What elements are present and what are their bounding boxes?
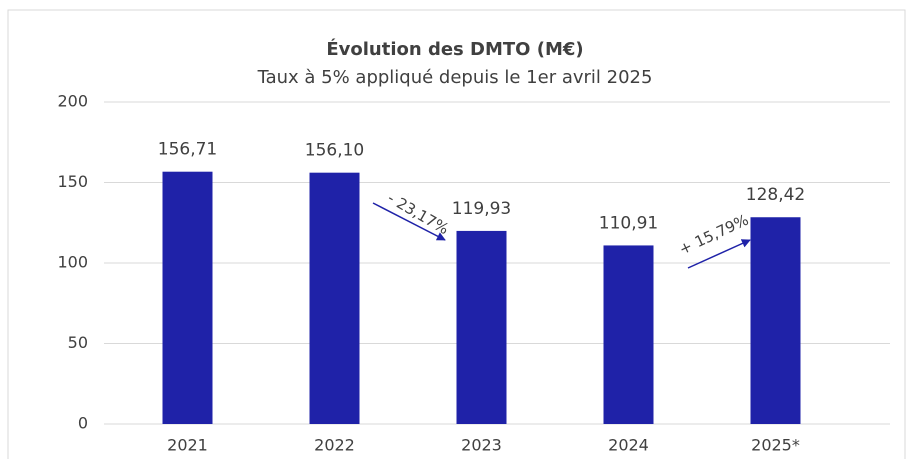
x-tick-label: 2023 [461, 436, 502, 455]
bar [162, 171, 213, 424]
bar [750, 217, 801, 424]
x-tick-label: 2021 [167, 436, 208, 455]
bar [603, 245, 654, 424]
chart-title: Évolution des DMTO (M€) [326, 38, 583, 60]
y-tick-label: 100 [57, 253, 88, 272]
x-tick-label: 2024 [608, 436, 649, 455]
data-label: 110,91 [599, 213, 658, 233]
y-tick-label: 50 [68, 333, 88, 352]
x-tick-label: 2022 [314, 436, 355, 455]
y-tick-label: 0 [78, 414, 88, 433]
bar [309, 172, 360, 424]
y-tick-label: 200 [57, 92, 88, 111]
decrease-arrow [372, 202, 446, 241]
data-label: 119,93 [452, 199, 511, 219]
data-label: 156,71 [158, 140, 217, 160]
y-tick-label: 150 [57, 172, 88, 191]
data-label: 156,10 [305, 141, 364, 161]
data-label: 128,42 [746, 185, 805, 205]
chart-border [7, 9, 906, 463]
annotation: + 15,79% [676, 211, 751, 259]
increase-arrow [687, 239, 751, 269]
bar [456, 230, 507, 424]
x-tick-label: 2025* [751, 436, 800, 455]
chart-subtitle: Taux à 5% appliqué depuis le 1er avril 2… [257, 67, 653, 88]
